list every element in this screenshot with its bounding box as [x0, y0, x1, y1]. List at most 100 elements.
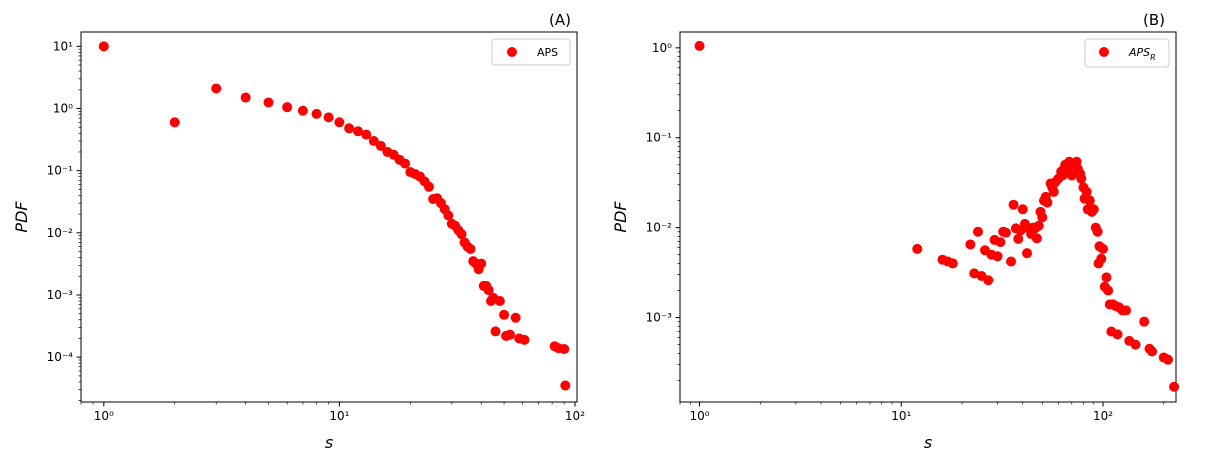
panel-a-legend: APS [491, 38, 571, 66]
b-data-point [1139, 316, 1150, 327]
panel-b-ticks: 10⁰ 10¹ 10² 10⁻³ 10⁻² 10⁻¹ 10⁰ [646, 41, 1165, 423]
b-data-point [694, 40, 705, 51]
a-y-tick-label: 10⁰ [53, 101, 73, 115]
b-data-point [965, 239, 976, 250]
b-data-point [1048, 186, 1059, 197]
b-data-point [1031, 233, 1042, 244]
b-y-tick-label: 10⁰ [652, 41, 672, 55]
a-y-tick-label: 10¹ [53, 39, 73, 53]
a-data-point [494, 296, 505, 307]
a-data-point [375, 140, 386, 151]
a-data-point [465, 243, 476, 254]
panel-a-points [98, 41, 571, 391]
panel-b-y-axis-label: PDF [611, 201, 630, 233]
a-data-point [519, 334, 530, 345]
b-data-point [1013, 233, 1024, 244]
b-x-tick-label: 10⁰ [690, 409, 710, 423]
a-x-tick-label: 10¹ [329, 409, 349, 423]
a-data-point [499, 309, 510, 320]
b-data-point [1084, 195, 1095, 206]
b-data-point [1147, 346, 1158, 357]
a-data-point [353, 126, 364, 137]
b-data-point [947, 258, 958, 269]
a-data-point [400, 158, 411, 169]
panel-b-legend-box [1084, 38, 1170, 68]
b-data-point [1076, 173, 1087, 184]
panel-a-legend-entry: APS [537, 46, 558, 59]
b-data-point [1163, 354, 1174, 365]
a-data-point [297, 105, 308, 116]
b-data-point [983, 275, 994, 286]
b-data-point [1017, 204, 1028, 215]
a-y-tick-label: 10⁻¹ [47, 164, 74, 178]
b-data-point [1112, 329, 1123, 340]
panel-a-x-axis-label: s [325, 433, 333, 452]
panel-a: 10⁰ 10¹ 10² 10⁻⁴ 10⁻³ 10⁻² 10⁻¹ 10⁰ 10¹ (A) s PD… [12, 11, 585, 452]
a-data-point [240, 92, 251, 103]
panel-b-legend-entry: APSR [1128, 46, 1156, 62]
panel-b-plot-area [679, 31, 1177, 403]
b-y-tick-label: 10⁻³ [646, 311, 673, 325]
a-data-point [443, 210, 454, 221]
panel-b-x-axis-label: s [924, 433, 932, 452]
a-data-point [323, 112, 334, 123]
b-x-tick-label: 10² [1093, 409, 1113, 423]
b-data-point [912, 243, 923, 254]
b-data-point [992, 251, 1003, 262]
panel-b-label: (B) [1143, 11, 1165, 29]
b-data-point [1130, 339, 1141, 350]
a-data-point [263, 97, 274, 108]
b-data-point [1088, 204, 1099, 215]
a-data-point [490, 326, 501, 337]
panel-a-y-axis-label: PDF [12, 201, 31, 233]
a-data-point [559, 344, 570, 355]
panel-a-ticks: 10⁰ 10¹ 10² 10⁻⁴ 10⁻³ 10⁻² 10⁻¹ 10⁰ 10¹ [47, 39, 586, 423]
b-data-point [1103, 285, 1114, 296]
b-y-tick-label: 10⁻² [646, 221, 673, 235]
b-data-point [1098, 243, 1109, 254]
a-data-point [483, 285, 494, 296]
panel-b-legend-entry-subscript: R [1150, 53, 1156, 62]
a-data-point [282, 102, 293, 113]
b-data-point [1096, 253, 1107, 264]
a-x-tick-label: 10² [565, 409, 585, 423]
b-data-point [972, 226, 983, 237]
panel-a-legend-box [491, 38, 571, 66]
b-data-point [1042, 197, 1053, 208]
a-data-point [211, 83, 222, 94]
a-data-point [456, 229, 467, 240]
panel-b: 10⁰ 10¹ 10² 10⁻³ 10⁻² 10⁻¹ 10⁰ (B) s PDF APSR [611, 11, 1180, 452]
b-x-tick-label: 10¹ [891, 409, 911, 423]
a-data-point [98, 41, 109, 52]
panel-a-legend-marker [507, 47, 517, 57]
a-data-point [476, 258, 487, 269]
a-y-tick-label: 10⁻² [47, 226, 74, 240]
b-data-point [1008, 199, 1019, 210]
a-y-tick-label: 10⁻³ [47, 288, 74, 302]
a-data-point [368, 135, 379, 146]
a-data-point [169, 117, 180, 128]
a-data-point [334, 117, 345, 128]
b-data-point [995, 237, 1006, 248]
b-data-point [1033, 220, 1044, 231]
panel-a-plot-area [80, 31, 578, 403]
b-data-point [1006, 256, 1017, 267]
panel-b-legend-entry-name: APS [1128, 46, 1150, 59]
a-data-point [344, 123, 355, 134]
b-data-point [1066, 170, 1077, 181]
b-data-point [1121, 305, 1132, 316]
a-y-tick-label: 10⁻⁴ [47, 350, 74, 364]
b-y-tick-label: 10⁻¹ [646, 131, 673, 145]
a-data-point [311, 108, 322, 119]
panel-b-legend: APSR [1084, 38, 1170, 68]
panel-b-legend-marker [1099, 47, 1109, 57]
b-data-point [1169, 381, 1180, 392]
b-data-point [1081, 186, 1092, 197]
a-data-point [505, 329, 516, 340]
b-data-point [1101, 272, 1112, 283]
b-data-point [1092, 226, 1103, 237]
b-data-point [1022, 248, 1033, 259]
a-data-point [510, 312, 521, 323]
b-data-point [1000, 227, 1011, 238]
